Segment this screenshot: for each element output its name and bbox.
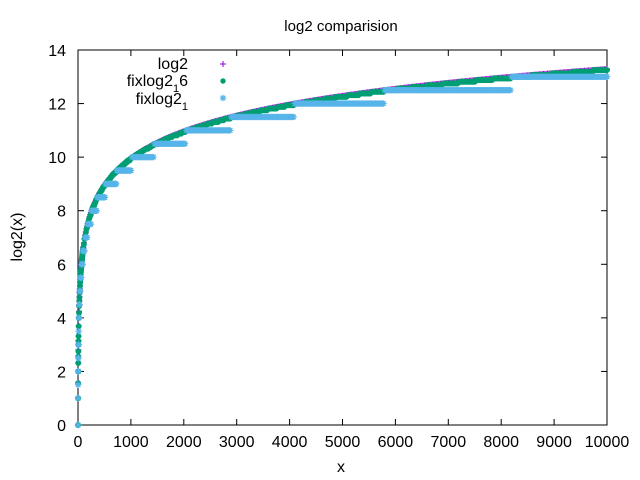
fixlog2-1-point-diagonal-2 <box>79 261 86 268</box>
x-tick-label: 8000 <box>483 434 519 451</box>
x-tick-labels: 0 1000 2000 3000 4000 5000 6000 7000 8000 9000 100… <box>74 434 630 451</box>
fixlog2-1-point-diagonal-2 <box>76 301 83 308</box>
y-tick-label: 0 <box>57 418 66 435</box>
x-tick-label: 6000 <box>378 434 414 451</box>
fixlog2-1-point-diagonal-2 <box>113 181 120 187</box>
x-tick-label: 5000 <box>325 434 361 451</box>
fixlog2-1-point-diagonal-2 <box>75 382 81 388</box>
fixlog2-16-point <box>76 294 83 301</box>
fixlog2-1-point-diagonal-2 <box>227 127 233 134</box>
x-tick-label: 9000 <box>536 434 572 451</box>
legend-label-main: log2 <box>158 56 188 73</box>
fixlog2-1-point-diagonal-2 <box>75 395 81 401</box>
fixlog2-16-point <box>604 67 610 74</box>
legend-marker <box>220 78 226 84</box>
y-axis-label: log2(x) <box>9 213 26 262</box>
fixlog2-1-point-diagonal-2 <box>75 355 82 361</box>
fixlog2-1-point-diagonal-2 <box>84 234 90 241</box>
fixlog2-1-point-diagonal-2 <box>81 248 88 254</box>
fixlog2-1-point-diagonal-2 <box>93 207 100 214</box>
fixlog2-1-point-diagonal-2 <box>75 328 82 334</box>
fixlog2-16-point <box>80 241 87 248</box>
legend-label-suffix: 6 <box>179 73 188 90</box>
fixlog2-1-point-diagonal-2 <box>76 315 82 321</box>
legend-label-subscript: 1 <box>182 101 188 113</box>
x-tick-label: 7000 <box>431 434 467 451</box>
fixlog2-1-point-diagonal-2 <box>290 114 297 120</box>
x-tick-label: 2000 <box>166 434 202 451</box>
fixlog2-1-point-diagonal-2 <box>75 341 82 348</box>
x-tick-label: 4000 <box>272 434 308 451</box>
x-tick-label: 3000 <box>219 434 255 451</box>
legend-label: fixlog216 <box>127 73 188 95</box>
legend-label: fixlog21 <box>136 91 188 113</box>
legend-fixlog2-1-marker-diagonal-2 <box>220 95 226 101</box>
y-tick-label: 2 <box>57 364 66 381</box>
fixlog2-1-point-diagonal-2 <box>75 422 81 428</box>
fixlog2-1-point-diagonal-2 <box>604 74 610 80</box>
fixlog2-1-point-diagonal-2 <box>128 167 134 174</box>
fixlog2-1-point-diagonal-2 <box>380 100 387 107</box>
fixlog2-1-point-diagonal-2 <box>77 288 83 294</box>
y-tick-label: 10 <box>48 150 66 167</box>
x-axis-label: x <box>337 459 345 476</box>
y-tick-label: 4 <box>57 311 66 328</box>
x-tick-label: 0 <box>74 434 83 451</box>
legend-marker <box>219 94 227 102</box>
fixlog2-1-point-diagonal-2 <box>75 368 81 375</box>
fixlog2-1-point-diagonal-2 <box>150 154 157 160</box>
x-ticks <box>77 50 608 425</box>
fixlog2-1-point-diagonal-2 <box>78 274 84 281</box>
legend-fixlog2-16-marker <box>220 78 226 84</box>
y-tick-label: 12 <box>48 97 66 114</box>
fixlog2-16-point <box>75 348 82 355</box>
legend-marker <box>220 61 226 67</box>
legend-label-main: fixlog2 <box>136 91 182 108</box>
y-tick-label: 6 <box>57 257 66 274</box>
legend-label-subscript: 1 <box>173 83 179 95</box>
legend-label: log2 <box>158 56 188 73</box>
y-tick-label: 14 <box>48 43 66 60</box>
legend-label-main: fixlog2 <box>127 73 173 90</box>
x-tick-label: 1000 <box>113 434 149 451</box>
fixlog2-1-point-diagonal-2 <box>507 87 514 93</box>
chart-title: log2 comparision <box>284 18 397 35</box>
y-tick-label: 8 <box>57 204 66 221</box>
x-tick-label: 10000 <box>585 434 630 451</box>
fixlog2-1-point-diagonal-2 <box>102 194 108 201</box>
fixlog2-1-point-diagonal-2 <box>88 221 94 227</box>
series-2 <box>74 73 611 429</box>
y-tick-labels: 0 2 4 6 8 10 12 14 <box>48 43 66 435</box>
fixlog2-1-point-diagonal-2 <box>182 141 188 147</box>
series-points <box>74 66 611 429</box>
